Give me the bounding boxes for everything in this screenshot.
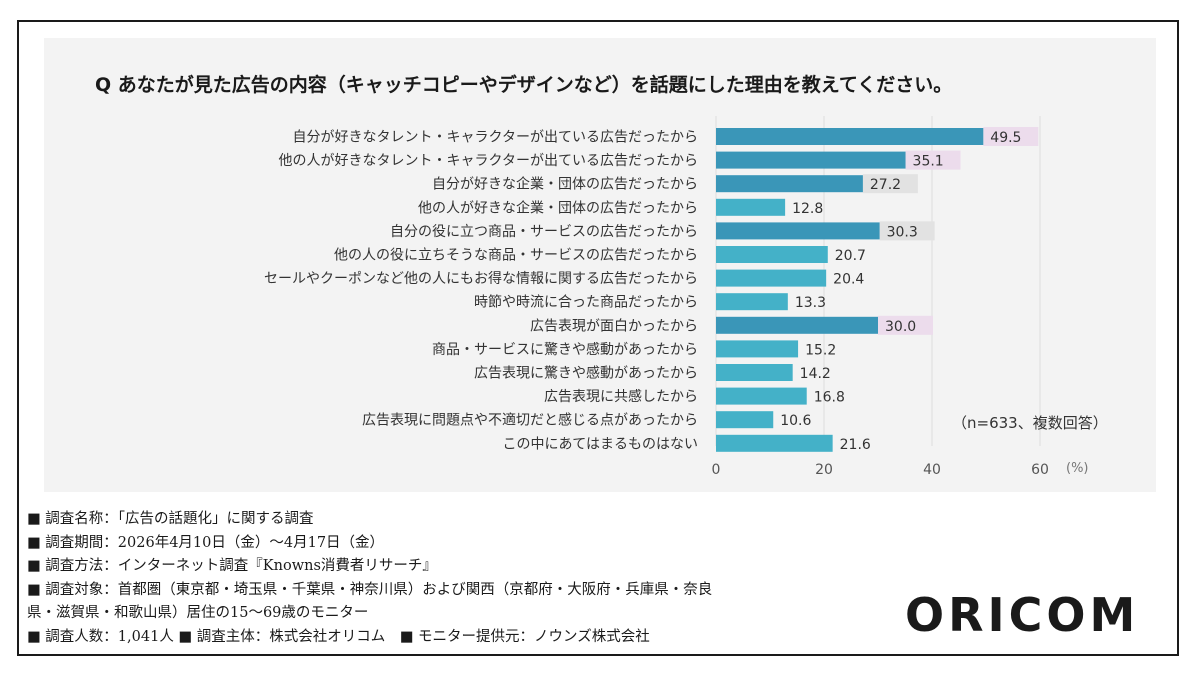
value-highlight <box>879 221 935 241</box>
value-highlight <box>878 315 933 335</box>
footer-line-target: ■ 調査対象：首都圏（東京都・埼玉県・千葉県・神奈川県）および関西（京都府・大阪… <box>27 581 713 598</box>
category-label: 広告表現に驚きや感動があったから <box>474 365 698 382</box>
data-label: 20.7 <box>835 248 866 264</box>
category-label: セールやクーポンなど他の人にもお得な情報に関する広告だったから <box>264 270 698 287</box>
data-label: 10.6 <box>780 413 811 429</box>
bar <box>716 128 984 145</box>
category-label: 他の人が好きなタレント・キャラクターが出ている広告だったから <box>279 153 698 169</box>
bar <box>716 175 863 193</box>
bar <box>716 387 807 405</box>
bar <box>716 434 833 452</box>
data-label: 21.6 <box>840 437 871 453</box>
x-tick-label: 40 <box>923 462 941 478</box>
data-label: 12.8 <box>792 201 823 217</box>
bar <box>716 316 878 334</box>
footer-line-period: ■ 調査期間：2026年4月10日（金）～4月17日（金） <box>27 534 385 551</box>
data-label: 35.1 <box>913 154 944 170</box>
x-tick-label: 20 <box>815 462 833 478</box>
data-label: 30.0 <box>885 319 916 335</box>
bar <box>716 246 828 263</box>
data-label: 27.2 <box>870 177 901 193</box>
chart-title: Q あなたが見た広告の内容（キャッチコピーやデザインなど）を話題にした理由を教え… <box>95 74 953 96</box>
category-label: 広告表現に問題点や不適切だと感じる点があったから <box>362 412 698 429</box>
value-highlight <box>983 127 1039 146</box>
footer-line-name: ■ 調査名称：「広告の話題化」に関する調査 <box>27 511 314 527</box>
category-label: この中にあてはまるものはない <box>503 436 698 452</box>
category-label: 時節や時流に合った商品だったから <box>474 294 698 311</box>
x-tick-label: 0 <box>712 462 721 478</box>
category-label: 広告表現に共感したから <box>544 388 698 405</box>
data-label: 30.3 <box>887 224 918 240</box>
data-label: 20.4 <box>833 272 864 288</box>
sample-note: （n=633、複数回答） <box>952 414 1108 432</box>
category-label: 他の人が好きな企業・団体の広告だったから <box>418 199 698 216</box>
bar <box>716 364 793 381</box>
bar <box>716 151 906 169</box>
bar <box>716 222 880 240</box>
data-label: 15.2 <box>805 342 836 358</box>
data-label: 49.5 <box>990 130 1021 146</box>
bar <box>716 340 799 358</box>
footer-line-target-cont: 県・滋賀県・和歌山県）居住の15～69歳のモニター <box>27 605 369 621</box>
data-label: 14.2 <box>800 366 831 382</box>
category-label: 商品・サービスに驚きや感動があったから <box>432 341 698 358</box>
category-label: 自分の役に立つ商品・サービスの広告だったから <box>390 224 698 240</box>
footer-line-count: ■ 調査人数：1,041人 ■ 調査主体：株式会社オリコム ■ モニター提供元：… <box>27 628 650 645</box>
survey-footer: ■ 調査名称：「広告の話題化」に関する調査 ■ 調査期間：2026年4月10日（… <box>27 508 887 649</box>
chart-panel <box>44 38 1156 492</box>
bar <box>716 293 788 311</box>
x-unit-label: (%) <box>1066 461 1089 476</box>
category-label: 自分が好きなタレント・キャラクターが出ている広告だったから <box>293 130 698 146</box>
data-label: 16.8 <box>814 390 845 406</box>
value-highlight <box>905 150 961 170</box>
x-tick-label: 60 <box>1031 462 1049 478</box>
data-label: 13.3 <box>795 295 826 311</box>
bar <box>716 198 786 216</box>
footer-line-method: ■ 調査方法：インターネット調査『Knowns消費者リサーチ』 <box>27 558 437 574</box>
category-label: 広告表現が面白かったから <box>530 318 698 334</box>
bar <box>716 269 827 287</box>
category-label: 他の人の役に立ちそうな商品・サービスの広告だったから <box>334 248 698 264</box>
bar <box>716 411 774 429</box>
category-label: 自分が好きな企業・団体の広告だったから <box>432 176 698 193</box>
value-highlight <box>862 174 918 194</box>
oricom-logo: ORICOM <box>905 588 1140 642</box>
